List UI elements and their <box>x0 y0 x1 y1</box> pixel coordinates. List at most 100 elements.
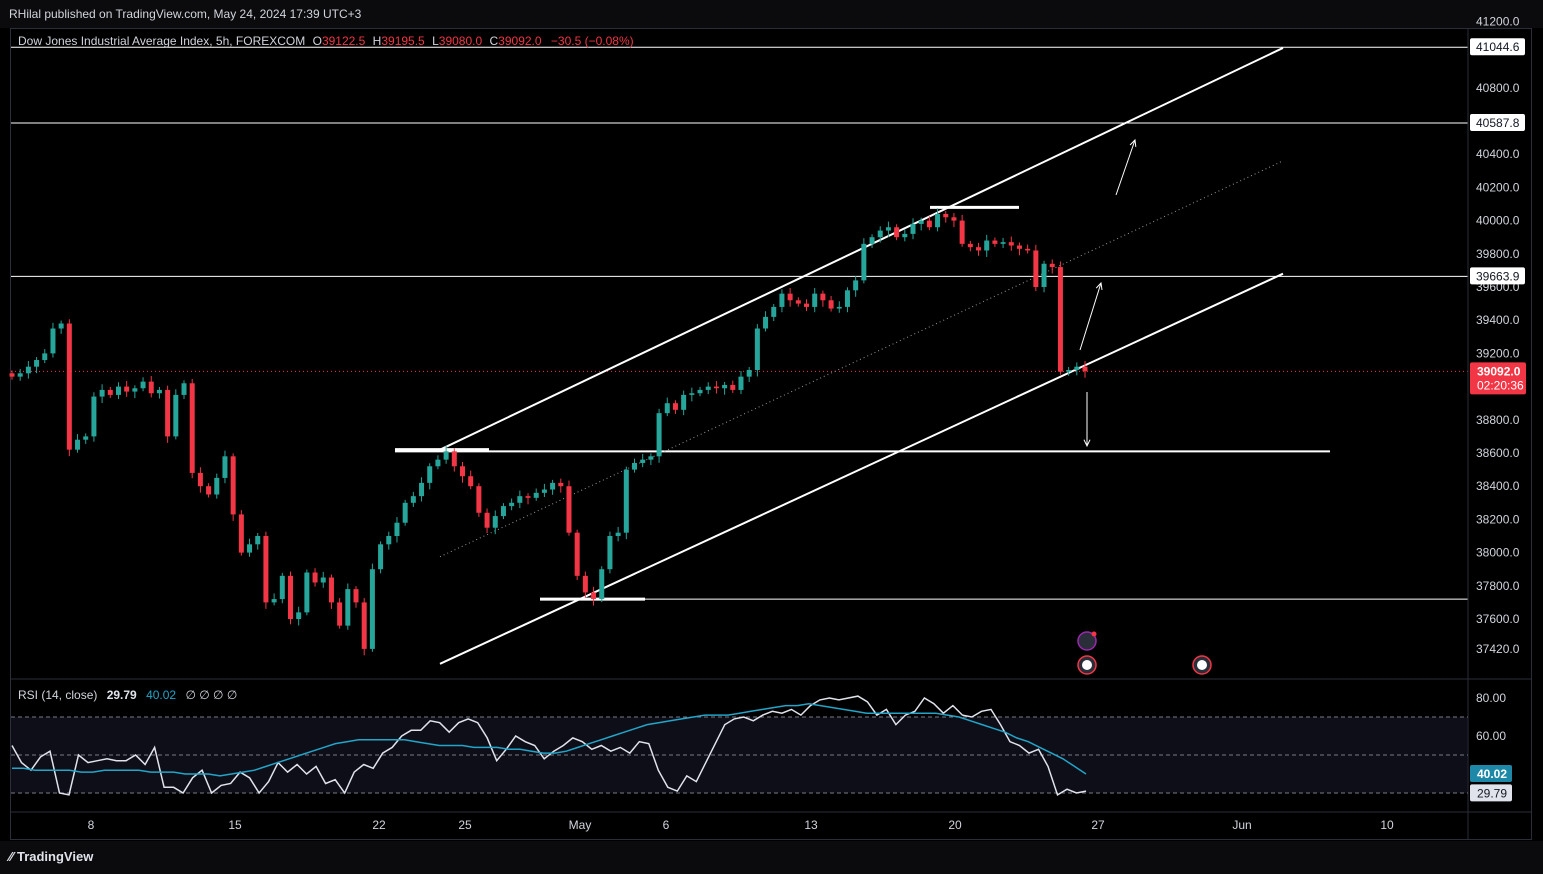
candle-body <box>558 482 564 487</box>
candle-body <box>386 536 392 545</box>
candle-body <box>107 389 113 395</box>
high-label: H <box>372 34 382 48</box>
candle-body <box>459 466 465 477</box>
candle-body <box>394 522 400 536</box>
time-tick-label: 8 <box>88 818 95 832</box>
price-tick-label: 40400.0 <box>1476 147 1520 161</box>
rsi-ma-line <box>12 702 1087 777</box>
candle-body <box>804 303 810 307</box>
tradingview-logo[interactable]: ⁄⁄ TradingView <box>9 849 94 864</box>
candle-body <box>795 300 801 304</box>
candle-body <box>25 366 31 374</box>
symbol-title: Dow Jones Industrial Average Index, 5h, … <box>18 34 306 48</box>
level-price-tag-text: 41044.6 <box>1476 40 1520 54</box>
candle-body <box>378 544 384 570</box>
open-value: 39122.5 <box>321 34 366 48</box>
publisher-text: RHilal published on TradingView.com, May… <box>9 7 362 21</box>
candle-body <box>689 393 695 395</box>
candle-body <box>1066 370 1072 372</box>
rsi-tick-label: 60.00 <box>1476 729 1506 743</box>
candle-body <box>959 220 965 244</box>
candle-body <box>492 516 498 528</box>
candle-body <box>271 599 277 603</box>
candle-body <box>132 388 138 392</box>
price-tick-label: 38600.0 <box>1476 446 1520 460</box>
candle-body <box>312 572 318 583</box>
candle-body <box>926 220 932 228</box>
candle-body <box>828 300 834 309</box>
candle-body <box>124 386 130 392</box>
candle-body <box>1025 248 1031 251</box>
last-price-text: 39092.0 <box>1477 364 1521 378</box>
rsi-tick-label: 80.00 <box>1476 691 1506 705</box>
level-price-tag <box>1470 267 1525 285</box>
candle-body <box>345 589 351 626</box>
candle-body <box>296 612 302 619</box>
candle-body <box>50 328 56 354</box>
candle-body <box>34 360 40 367</box>
projection-arrow-shaft <box>1079 282 1102 351</box>
candle-body <box>632 462 638 470</box>
candle-body <box>238 514 244 553</box>
candle-body <box>713 386 719 389</box>
candle-body <box>509 502 515 507</box>
footer-bar: ⁄⁄ TradingView <box>0 841 1543 874</box>
candle-body <box>836 306 842 309</box>
candle-body <box>263 536 269 603</box>
candle-body <box>910 223 916 234</box>
candle-body <box>287 575 293 619</box>
candle-body <box>697 389 703 394</box>
channel-mid-line <box>439 160 1284 558</box>
price-tick-label: 37420.0 <box>1476 642 1520 656</box>
candle-body <box>976 247 982 251</box>
price-tick-label: 38000.0 <box>1476 546 1520 560</box>
close-label: C <box>489 34 499 48</box>
candle-body <box>427 466 433 483</box>
candle-body <box>75 439 81 450</box>
close-value: 39092.0 <box>498 34 542 48</box>
candle-body <box>615 532 621 536</box>
candle-body <box>500 506 506 517</box>
event-dot-icon <box>1091 631 1097 637</box>
candle-body <box>304 572 310 613</box>
candle-body <box>681 394 687 410</box>
level-price-tag-text: 39663.9 <box>1476 269 1520 283</box>
candle-body <box>517 496 523 503</box>
earnings-event-icon[interactable] <box>1077 631 1097 651</box>
candle-body <box>443 451 449 460</box>
time-tick-label: 25 <box>458 818 472 832</box>
candle-body <box>419 482 425 497</box>
price-tick-label: 39200.0 <box>1476 346 1520 360</box>
candle-body <box>9 373 15 377</box>
price-tick-label: 38400.0 <box>1476 479 1520 493</box>
rsi-current-value: 29.79 <box>106 688 137 702</box>
candle-body <box>935 213 941 228</box>
candle-body <box>582 575 588 593</box>
time-tick-label: 13 <box>804 818 818 832</box>
candle-body <box>353 589 359 603</box>
candle-body <box>992 240 998 244</box>
candle-body <box>763 316 769 329</box>
rsi-tag <box>1470 784 1512 802</box>
candle-body <box>779 293 785 307</box>
projection-arrow-head <box>1083 439 1091 448</box>
candle-body <box>664 403 670 414</box>
candle-body <box>541 489 547 493</box>
candle-body <box>730 384 736 390</box>
rsi-legend: RSI (14, close) 29.79 40.02 ∅ ∅ ∅ ∅ <box>18 688 237 702</box>
time-tick-label: 6 <box>663 818 670 832</box>
price-tick-label: 37600.0 <box>1476 612 1520 626</box>
time-tick-label: Jun <box>1232 818 1251 832</box>
level-price-tag <box>1470 114 1525 132</box>
candle-body <box>812 293 818 307</box>
price-tick-label: 41200.0 <box>1476 14 1520 28</box>
candle-body <box>967 243 973 248</box>
candle-body <box>156 389 162 394</box>
candle-body <box>328 577 334 603</box>
candle-body <box>410 496 416 503</box>
rsi-line <box>11 695 1087 797</box>
candle-body <box>83 436 89 440</box>
countdown-text: 02:20:36 <box>1477 378 1524 392</box>
candle-body <box>451 451 457 467</box>
